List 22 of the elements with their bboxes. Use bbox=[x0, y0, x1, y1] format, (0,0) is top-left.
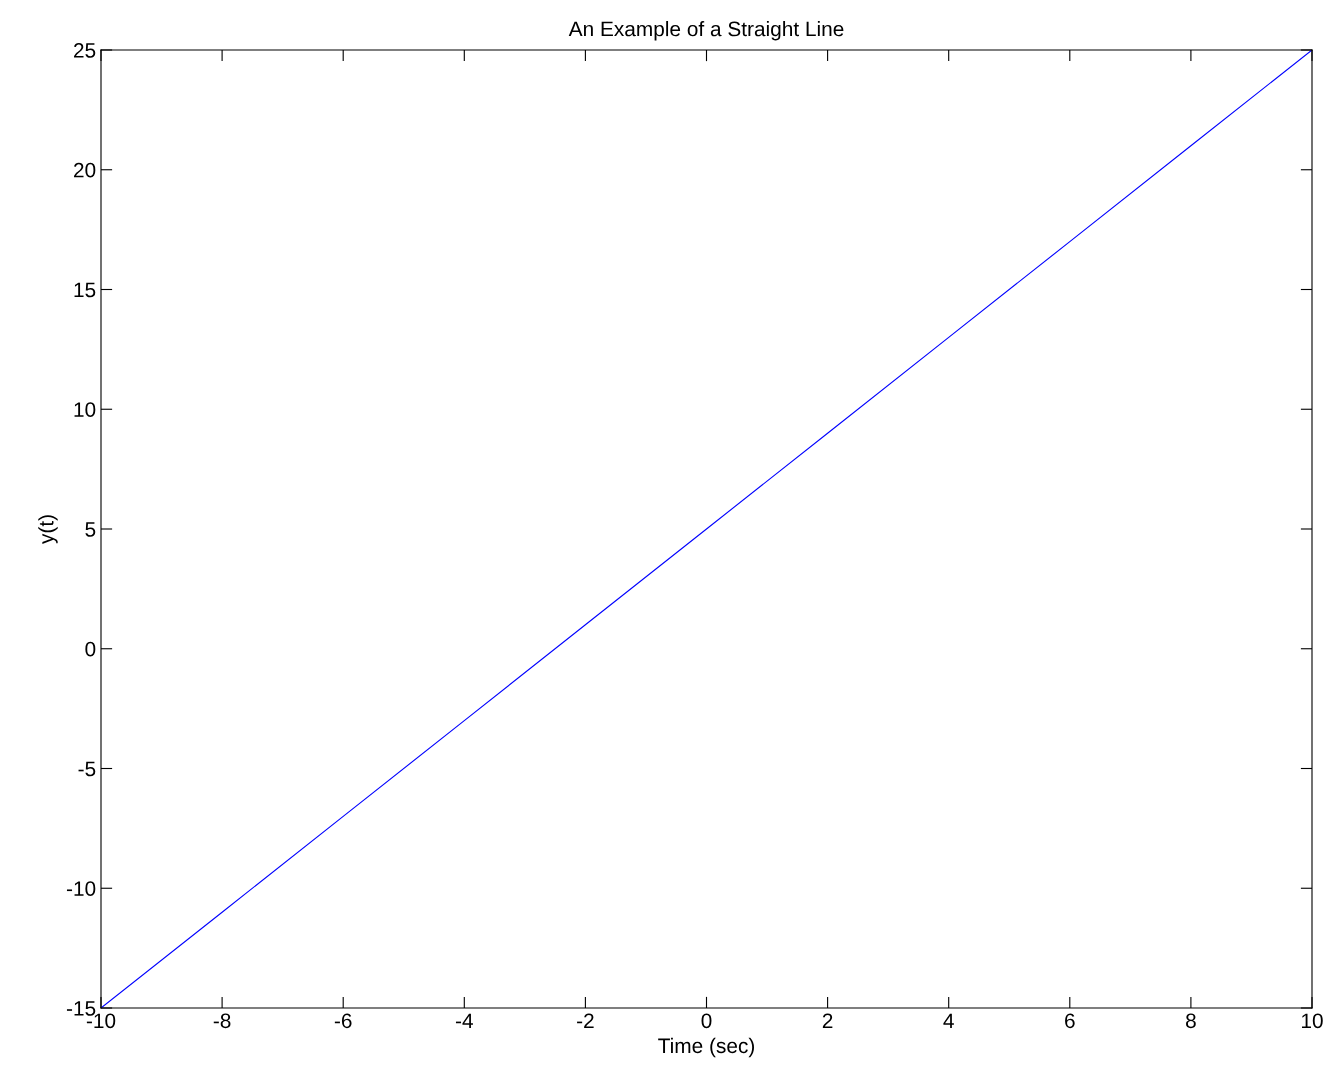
x-tick-label: 0 bbox=[701, 1013, 712, 1029]
y-tick-label: 0 bbox=[85, 641, 96, 657]
line-series bbox=[101, 50, 1312, 1008]
x-tick-label: 4 bbox=[943, 1013, 954, 1028]
x-tick-label: -2 bbox=[577, 1013, 594, 1028]
y-tick-label: -10 bbox=[66, 881, 96, 896]
x-tick-label: -4 bbox=[455, 1013, 473, 1028]
x-tick-label: 10 bbox=[1302, 1013, 1323, 1029]
x-tick-label: 2 bbox=[822, 1013, 833, 1028]
y-tick-label: -5 bbox=[78, 761, 96, 777]
y-axis-title: y(t) bbox=[38, 515, 58, 544]
x-tick-label: 6 bbox=[1065, 1013, 1075, 1029]
chart-title: An Example of a Straight Line bbox=[568, 21, 844, 41]
y-tick-label: 25 bbox=[74, 43, 96, 58]
y-tick-label: 10 bbox=[74, 402, 96, 417]
x-tick-label: 8 bbox=[1186, 1013, 1196, 1029]
y-tick-label: 15 bbox=[74, 282, 96, 298]
y-tick-label: 5 bbox=[85, 522, 96, 537]
y-tick-label: 20 bbox=[74, 162, 96, 178]
x-tick-label: -8 bbox=[213, 1013, 231, 1029]
x-axis-title: Time (sec) bbox=[658, 1037, 755, 1058]
x-tick-label: -6 bbox=[334, 1013, 352, 1029]
